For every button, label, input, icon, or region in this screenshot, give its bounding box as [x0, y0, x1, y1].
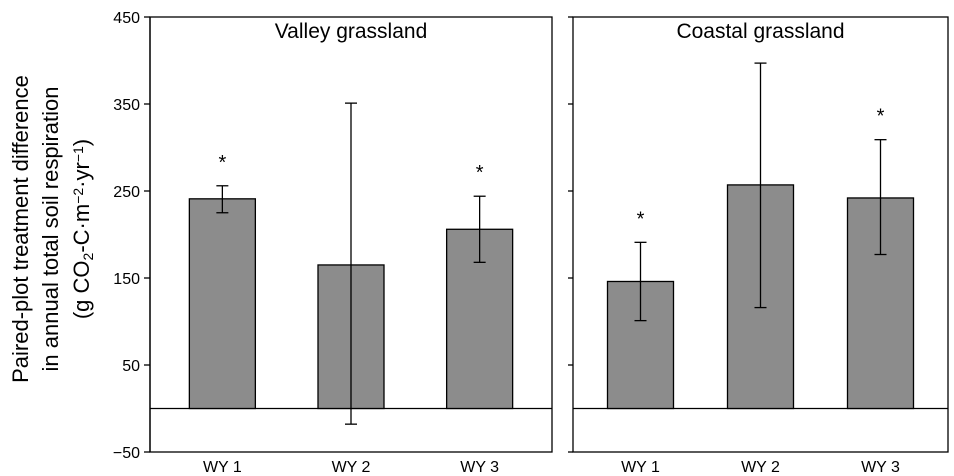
y-tick-label: 50	[122, 358, 140, 375]
panel-title: Valley grassland	[275, 20, 428, 43]
panel-frame	[149, 16, 553, 453]
bar	[188, 198, 257, 410]
y-axis-label-part: ·yr	[69, 162, 94, 188]
y-axis: −50 50 150 250 350 450	[113, 10, 151, 462]
y-axis-label-part: −2	[70, 188, 86, 204]
y-axis-label-part: −1	[70, 146, 86, 162]
y-tick-label: 450	[113, 10, 140, 27]
x-tick-label: WY 1	[203, 459, 242, 476]
panel-title: Coastal grassland	[676, 20, 844, 43]
significance-star: *	[476, 162, 484, 184]
x-tick-label: WY 3	[460, 459, 499, 476]
x-tick-label: WY 1	[621, 459, 660, 476]
y-tick-label: 350	[113, 97, 140, 114]
y-tick-label: 150	[113, 271, 140, 288]
y-axis-label-line: in annual total soil respiration	[38, 87, 63, 372]
significance-star: *	[637, 208, 645, 230]
significance-star: *	[877, 106, 885, 128]
significance-star: *	[218, 152, 226, 174]
x-tick-label: WY 3	[861, 459, 900, 476]
y-axis-label-part: )	[69, 139, 94, 146]
y-axis-label-unit: (g CO2-C·m−2·yr−1)	[69, 139, 96, 319]
y-axis-label-line: Paired-plot treatment difference	[8, 75, 33, 383]
y-axis-label: Paired-plot treatment difference in annua…	[8, 75, 96, 383]
y-axis-label-part: (g CO	[69, 260, 94, 319]
x-tick-label: WY 2	[332, 459, 371, 476]
panel-coastal-grassland: Coastal grassland * WY 1 WY 2 * WY 3	[568, 16, 949, 476]
y-tick-label: −50	[113, 445, 140, 462]
panel-valley-grassland: Valley grassland * WY 1 WY 2 * WY 3	[149, 16, 553, 476]
y-axis-label-part: 2	[80, 252, 96, 260]
panel-frame	[572, 16, 949, 453]
y-axis-label-part: -C·m	[69, 204, 94, 253]
x-tick-label: WY 2	[741, 459, 780, 476]
y-tick-label: 250	[113, 184, 140, 201]
